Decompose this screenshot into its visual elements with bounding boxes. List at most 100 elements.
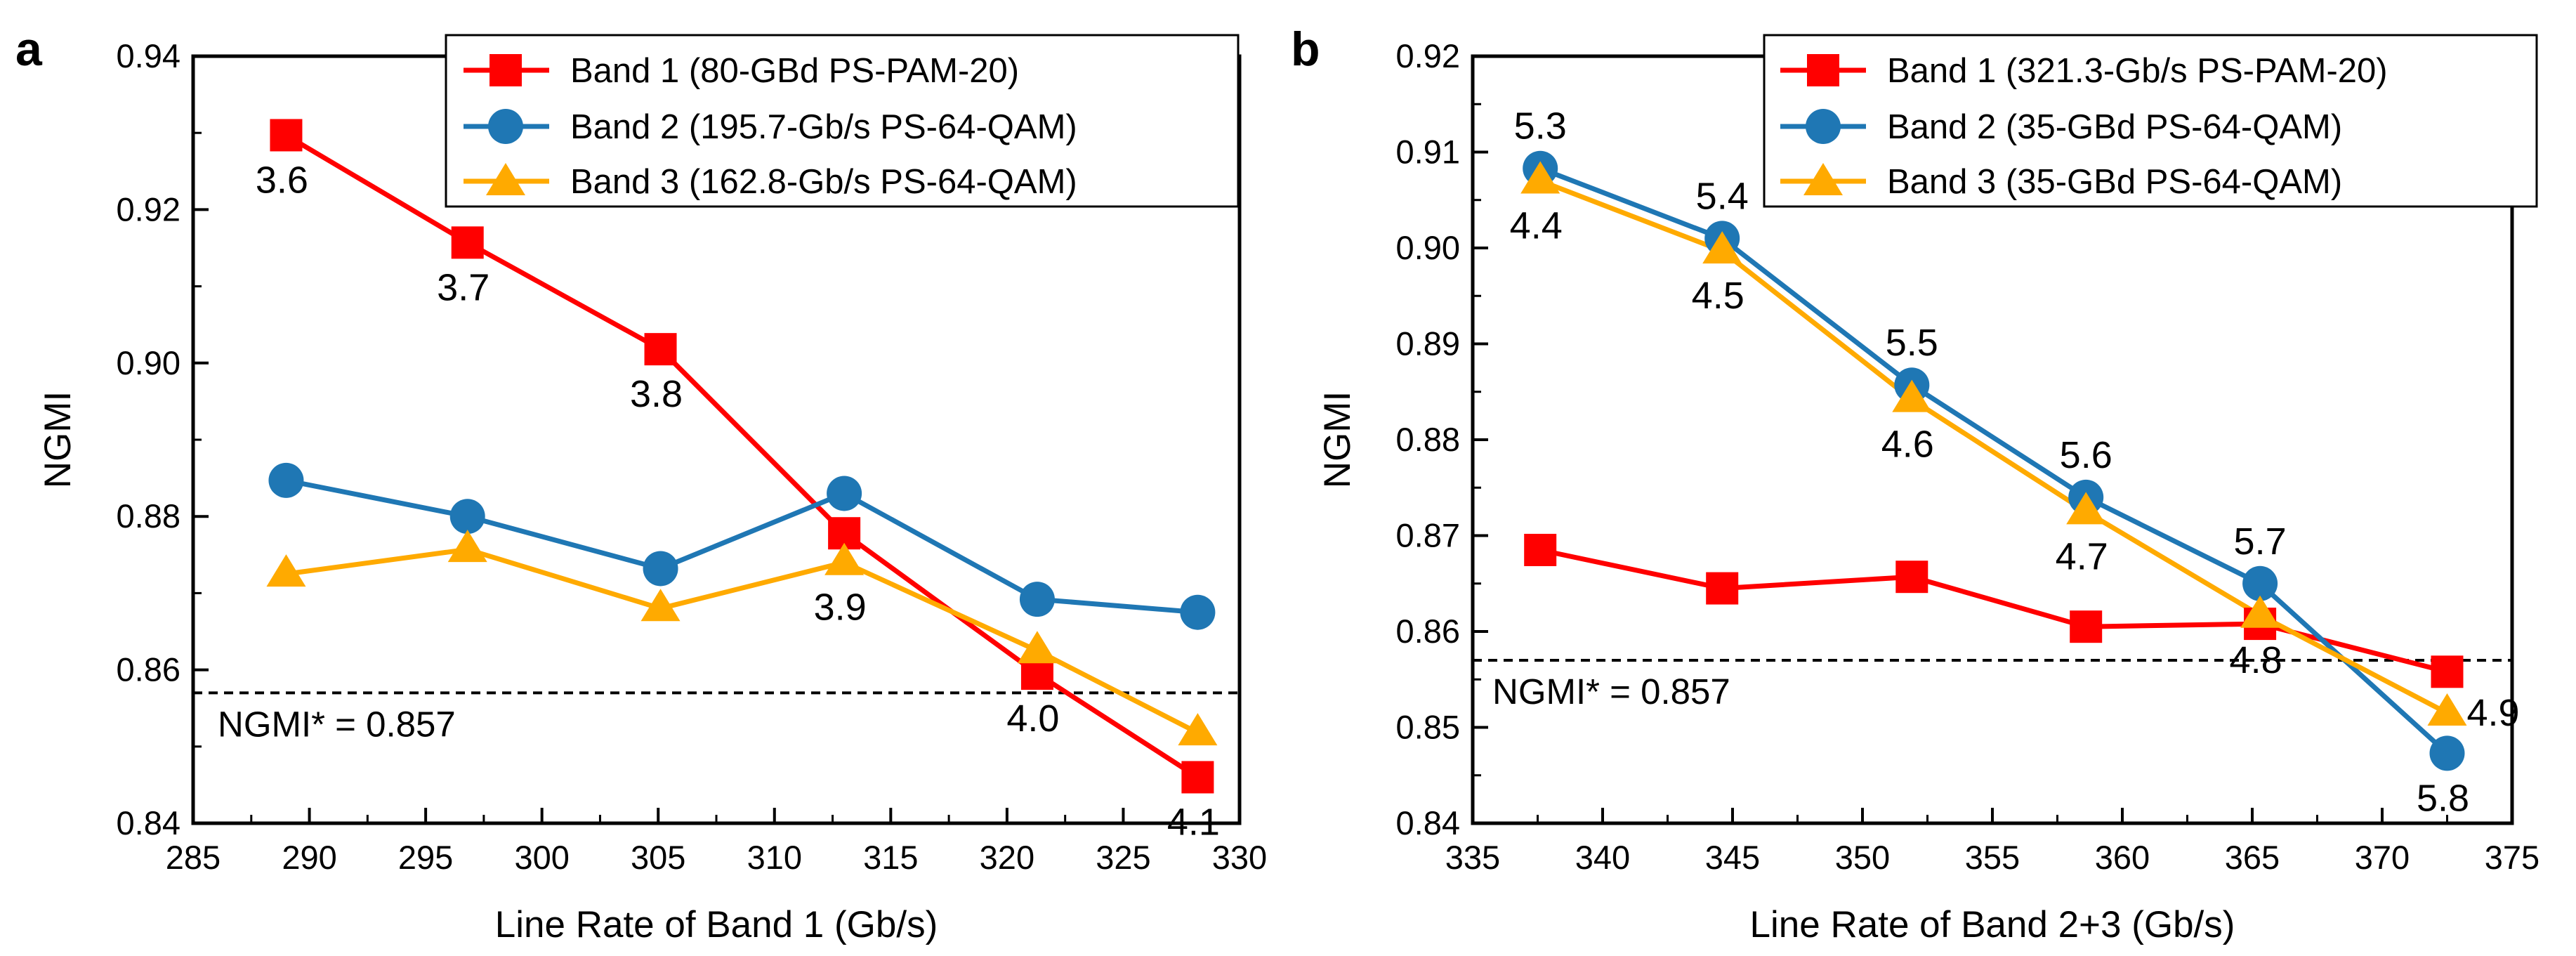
data-point-band-3: [1520, 161, 1560, 194]
legend-entry-band-1: Band 1 (80-GBd PS-PAM-20): [464, 52, 1019, 90]
legend-circle-marker: [488, 109, 523, 144]
series-line-band-2: [285, 478, 1198, 615]
data-point-band-3: [1702, 231, 1742, 264]
x-tick-label: 310: [747, 839, 802, 876]
data-point-band-3: [1178, 713, 1218, 746]
x-tick-label: 375: [2485, 839, 2539, 876]
legend-entry-band-2: Band 2 (35-GBd PS-64-QAM): [1780, 108, 2342, 146]
x-tick-label: 290: [282, 839, 336, 876]
data-point-band-1: [1706, 572, 1739, 605]
data-label: 4.7: [2056, 535, 2108, 577]
data-label: 3.9: [814, 587, 867, 629]
data-point-band-2: [449, 499, 485, 535]
data-point-band-3: [2240, 595, 2280, 628]
legend-entry-band-1: Band 1 (321.3-Gb/s PS-PAM-20): [1780, 52, 2388, 90]
series-line-band-3: [285, 546, 1199, 735]
legend-entry-band-2: Band 2 (195.7-Gb/s PS-64-QAM): [464, 108, 1077, 146]
legend-label-band-1: Band 1 (80-GBd PS-PAM-20): [570, 52, 1019, 90]
x-tick-label: 285: [166, 839, 221, 876]
x-tick-label: 370: [2355, 839, 2410, 876]
legend-square-marker: [1807, 54, 1839, 86]
data-label: 5.5: [1886, 322, 1938, 364]
panel-b: b 335 340 345 350 355 360 365 370 375 0.84 0.85 0.8…: [1291, 22, 2539, 945]
data-label: 5.8: [2417, 777, 2469, 819]
panel-b-ticks: 335 340 345 350 355 360 365 370 375 0.84 0.85 0.86 0…: [1396, 37, 2540, 876]
panel-a-threshold-label: NGMI* = 0.857: [218, 704, 456, 744]
x-tick-label: 345: [1705, 839, 1760, 876]
panel-b-legend-box: [1763, 34, 2538, 208]
y-tick-label: 0.91: [1396, 133, 1460, 171]
x-tick-label: 335: [1445, 839, 1500, 876]
panel-a-letter: a: [15, 22, 43, 76]
data-label: 5.4: [1696, 175, 1749, 217]
data-point-band-2: [2242, 565, 2278, 601]
x-tick-label: 355: [1965, 839, 2020, 876]
data-point-band-2: [827, 476, 862, 511]
data-point-band-2: [1019, 582, 1055, 617]
data-point-band-3: [2066, 492, 2106, 525]
panel-a-series: [266, 119, 1218, 794]
legend-entry-band-3: Band 3 (162.8-Gb/s PS-64-QAM): [464, 163, 1077, 201]
data-label: 5.6: [2060, 434, 2112, 476]
data-point-band-1: [644, 333, 677, 366]
panel-b-threshold-label: NGMI* = 0.857: [1492, 672, 1730, 712]
panel-b-threshold: NGMI* = 0.857: [1473, 658, 2512, 712]
y-tick-label: 0.88: [1396, 421, 1460, 458]
data-label: 4.5: [1692, 275, 1744, 317]
panel-b-letter: b: [1291, 22, 1320, 76]
panel-a: a 285 290 295 300 305 310 315 320 325 330 0.84 0.86…: [15, 22, 1267, 945]
y-tick-label: 0.89: [1396, 325, 1460, 362]
x-tick-label: 360: [2095, 839, 2150, 876]
data-point-band-1: [1524, 533, 1557, 566]
x-tick-label: 300: [514, 839, 569, 876]
data-label: 3.7: [437, 266, 489, 308]
panel-a-x-axis-label: Line Rate of Band 1 (Gb/s): [495, 904, 938, 945]
data-point-band-3: [447, 530, 487, 563]
panel-a-legend: Band 1 (80-GBd PS-PAM-20) Band 2 (195.7-…: [445, 34, 1240, 208]
data-label: 5.7: [2234, 520, 2287, 563]
data-label: 3.8: [630, 373, 683, 415]
x-tick-label: 340: [1575, 839, 1630, 876]
data-point-band-1: [270, 119, 303, 152]
x-tick-label: 320: [980, 839, 1034, 876]
y-tick-label: 0.94: [117, 37, 180, 74]
y-tick-label: 0.92: [1396, 37, 1460, 74]
series-line-band-3: [1539, 178, 2449, 716]
data-point-band-1: [451, 226, 484, 259]
data-label: 4.4: [1510, 204, 1563, 247]
data-point-band-2: [268, 462, 304, 498]
data-point-band-3: [1892, 379, 1932, 412]
data-label: 3.6: [256, 159, 308, 201]
data-point-band-3: [824, 542, 865, 575]
panel-b-annotations: 5.34.45.44.55.54.6 5.64.7 5.74.84.95.8: [1510, 105, 2520, 820]
series-line-band-1: [284, 133, 1200, 780]
y-tick-label: 0.87: [1396, 517, 1460, 554]
data-point-band-3: [2427, 693, 2467, 726]
panel-a-threshold: NGMI* = 0.857: [193, 691, 1240, 744]
panel-a-annotations: 3.63.73.83.94.04.1: [256, 159, 1220, 843]
legend-triangle-marker: [1803, 163, 1843, 195]
panel-b-series: [1520, 150, 2467, 771]
panel-a-y-axis-label: NGMI: [37, 391, 79, 488]
panel-a-legend-box: [445, 34, 1240, 208]
y-tick-label: 0.92: [117, 190, 180, 228]
y-tick-label: 0.88: [117, 497, 180, 535]
data-point-band-1: [1895, 561, 1928, 594]
x-tick-label: 295: [398, 839, 453, 876]
y-tick-label: 0.86: [117, 651, 180, 688]
y-tick-label: 0.90: [117, 344, 180, 381]
y-tick-label: 0.84: [1396, 804, 1460, 842]
y-tick-label: 0.84: [117, 804, 180, 842]
legend-label-band-1: Band 1 (321.3-Gb/s PS-PAM-20): [1887, 52, 2388, 90]
data-label: 5.3: [1514, 105, 1567, 148]
y-tick-label: 0.85: [1396, 709, 1460, 746]
data-label: 4.0: [1006, 698, 1059, 740]
x-tick-label: 365: [2225, 839, 2280, 876]
data-point-band-2: [1180, 594, 1216, 630]
panel-b-legend: Band 1 (321.3-Gb/s PS-PAM-20) Band 2 (35…: [1763, 34, 2538, 208]
legend-triangle-marker: [486, 163, 525, 195]
data-point-band-3: [640, 589, 681, 622]
data-point-band-1: [2431, 655, 2464, 688]
data-point-band-3: [1017, 631, 1057, 664]
panel-a-ticks: 285 290 295 300 305 310 315 320 325 330 0.84 0.86 0.…: [117, 37, 1268, 876]
